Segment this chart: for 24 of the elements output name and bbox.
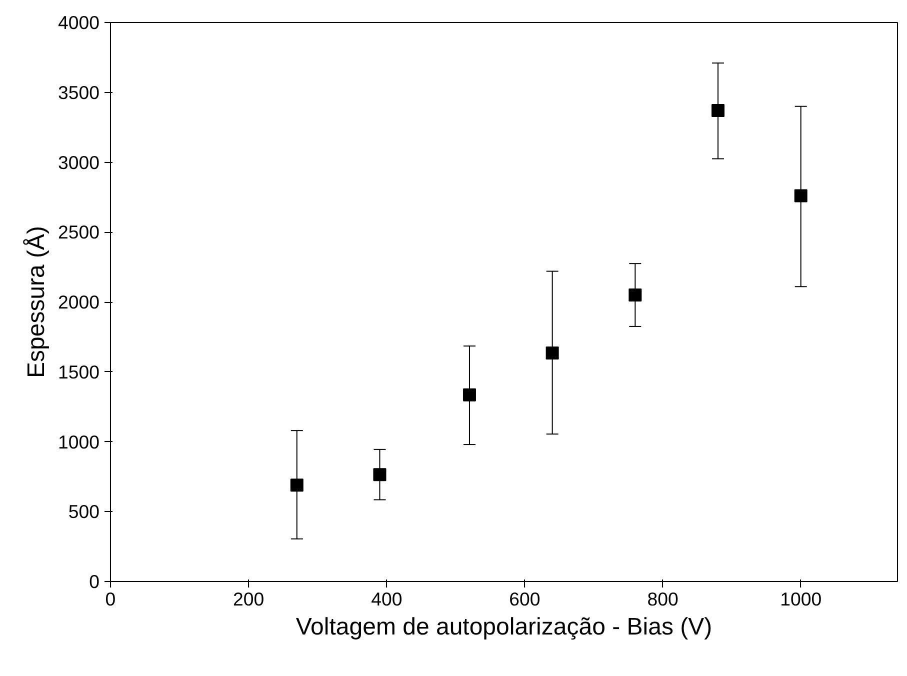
point [462,388,476,402]
y-tick-label: 4000 [58,12,100,33]
point [712,104,725,118]
point [373,468,386,482]
y-tick-label: 1000 [58,431,100,452]
x-tick-label: 0 [105,588,116,610]
point [290,478,304,492]
y-tick-label: 2500 [58,222,100,243]
y-tick-label: 3500 [58,82,100,103]
x-tick-label: 800 [647,588,678,610]
y-tick-label: 500 [68,501,100,522]
x-tick-label: 400 [371,588,402,610]
x-axis-title: Voltagem de autopolarização - Bias (V) [296,614,712,640]
point [628,288,642,302]
y-tick-label: 1500 [58,361,100,382]
y-tick-label: 2000 [58,292,100,312]
x-tick-label: 600 [509,588,540,610]
x-tick-label: 1000 [780,588,822,610]
point [546,346,559,360]
point [794,189,808,202]
y-axis-title: Espessura (Å) [22,226,50,378]
y-tick-label: 0 [89,571,100,592]
x-tick-label: 200 [233,588,264,610]
y-tick-label: 3000 [58,152,100,173]
